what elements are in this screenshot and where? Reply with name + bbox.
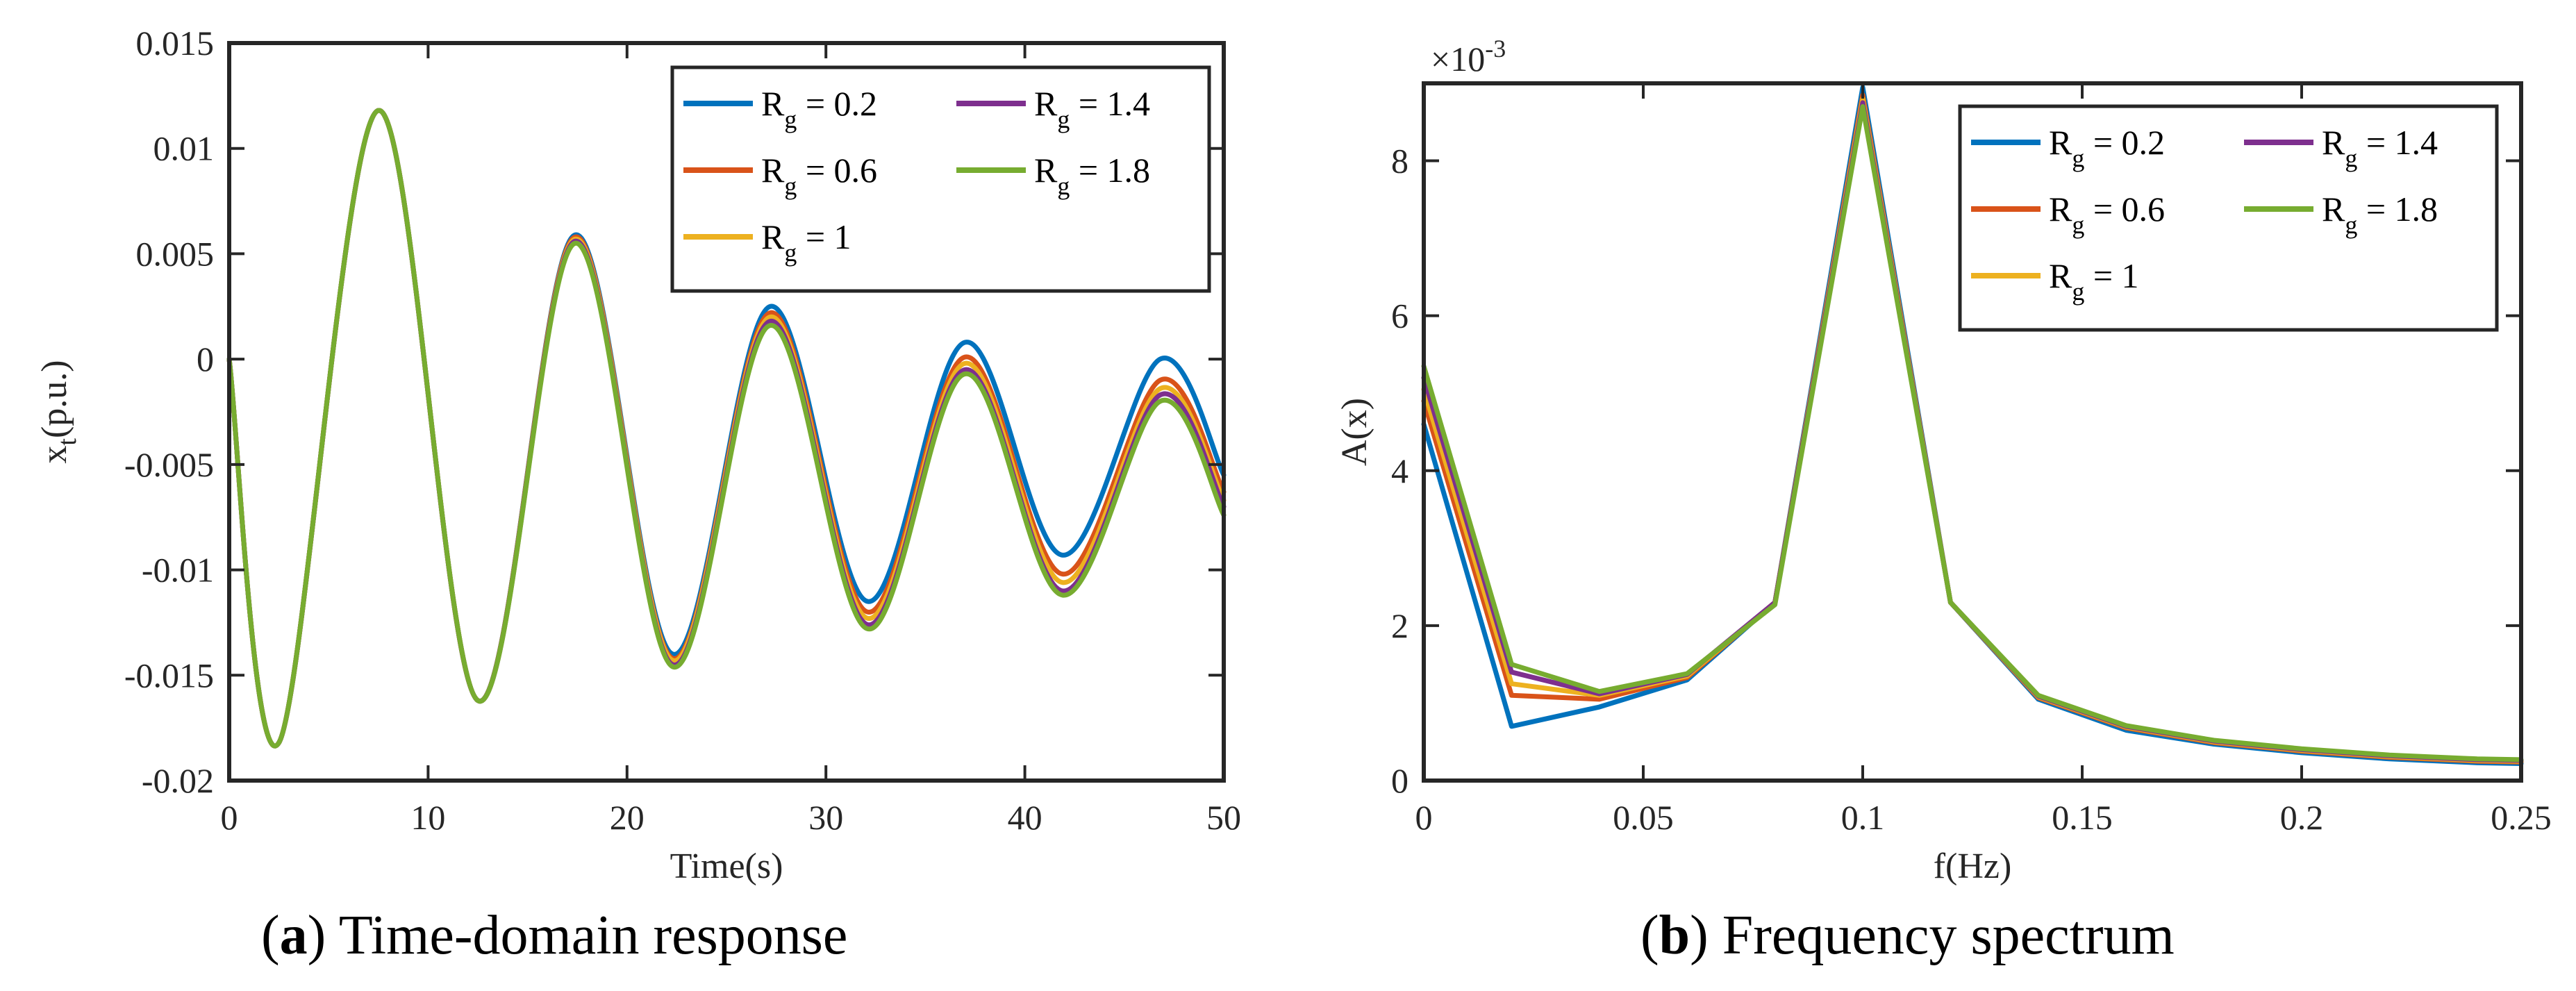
- chart-a-ytick-label: -0.02: [142, 761, 214, 800]
- chart-b-xtick-label: 0.1: [1841, 798, 1885, 837]
- chart-a-xtick-label: 50: [1206, 798, 1241, 837]
- chart-b-legend-box: [1958, 104, 2499, 332]
- chart-a-ytick-label: -0.015: [124, 656, 214, 694]
- chart-b-axes-box: [1422, 81, 2523, 783]
- chart-a-legend-label: Rg = 0.2: [761, 84, 877, 133]
- chart-a-xtick-label: 30: [808, 798, 843, 837]
- chart-a-legend-box: [670, 65, 1211, 293]
- chart-b-legend-label: Rg = 1.4: [2322, 123, 2438, 172]
- chart-b-xtick-label: 0.15: [2052, 798, 2113, 837]
- chart-b-legend-label: Rg = 1: [2049, 256, 2139, 306]
- chart-a-legend-label: Rg = 1: [761, 217, 851, 267]
- chart-b-legend-label: Rg = 0.6: [2049, 190, 2165, 239]
- chart-a-ytick-label: 0.01: [153, 129, 215, 168]
- chart-a-axes-box: [227, 41, 1226, 783]
- chart-b-ytick-label: 4: [1391, 451, 1409, 490]
- chart-a-legend-label: Rg = 1.4: [1034, 84, 1150, 133]
- chart-b-xtick-label: 0: [1415, 798, 1433, 837]
- chart-a-ylabel: xt(p.u.): [35, 360, 82, 463]
- chart-a-xtick-label: 0: [221, 798, 238, 837]
- chart-a-chart: 0 10 20 30 40 50 -0.02 -0.015 -0.01 -0.005 0 0.005 0…: [35, 24, 1241, 886]
- chart-b-xtick-label: 0.2: [2280, 798, 2324, 837]
- chart-b-ytick-label: 6: [1391, 297, 1409, 335]
- chart-b-chart: 0 0.05 0.1 0.15 0.2 0.25 0 2 4 6 8 f(Hz) A(x) ×10-3 Rg…: [1335, 35, 2552, 886]
- chart-a-xlabel: Time(s): [670, 847, 783, 886]
- chart-a-series-line-4: [226, 108, 1227, 749]
- caption-b: (b) Frequency spectrum: [1640, 905, 2175, 966]
- chart-b-ytick-label: 2: [1391, 606, 1409, 645]
- caption-a: (a) Time-domain response: [261, 905, 848, 966]
- chart-a-ytick-label: 0.015: [136, 24, 215, 63]
- chart-b-xlabel: f(Hz): [1934, 847, 2012, 886]
- chart-a-ytick-label: 0: [197, 340, 214, 378]
- chart-a-legend-label: Rg = 1.8: [1034, 151, 1150, 200]
- chart-a-xtick-label: 10: [410, 798, 445, 837]
- chart-a-ytick-label: -0.01: [142, 551, 214, 590]
- chart-b-ylabel: A(x): [1335, 398, 1374, 466]
- chart-b-ytick-label: 8: [1391, 142, 1409, 181]
- chart-b-series-line-4: [1421, 103, 2524, 763]
- chart-b-legend-label: Rg = 1.8: [2322, 190, 2438, 239]
- chart-a-ytick-label: -0.005: [124, 445, 214, 484]
- chart-a-ytick-label: 0.005: [136, 234, 215, 273]
- chart-a-xtick-label: 20: [610, 798, 645, 837]
- chart-b-scale-label: ×10-3: [1431, 35, 1506, 78]
- chart-b-legend-label: Rg = 0.2: [2049, 123, 2165, 172]
- chart-a-legend-label: Rg = 0.6: [761, 151, 877, 200]
- chart-b-xtick-label: 0.05: [1613, 798, 1674, 837]
- chart-b-ytick-label: 0: [1391, 761, 1409, 800]
- chart-a-xtick-label: 40: [1008, 798, 1042, 837]
- chart-b-xtick-label: 0.25: [2491, 798, 2552, 837]
